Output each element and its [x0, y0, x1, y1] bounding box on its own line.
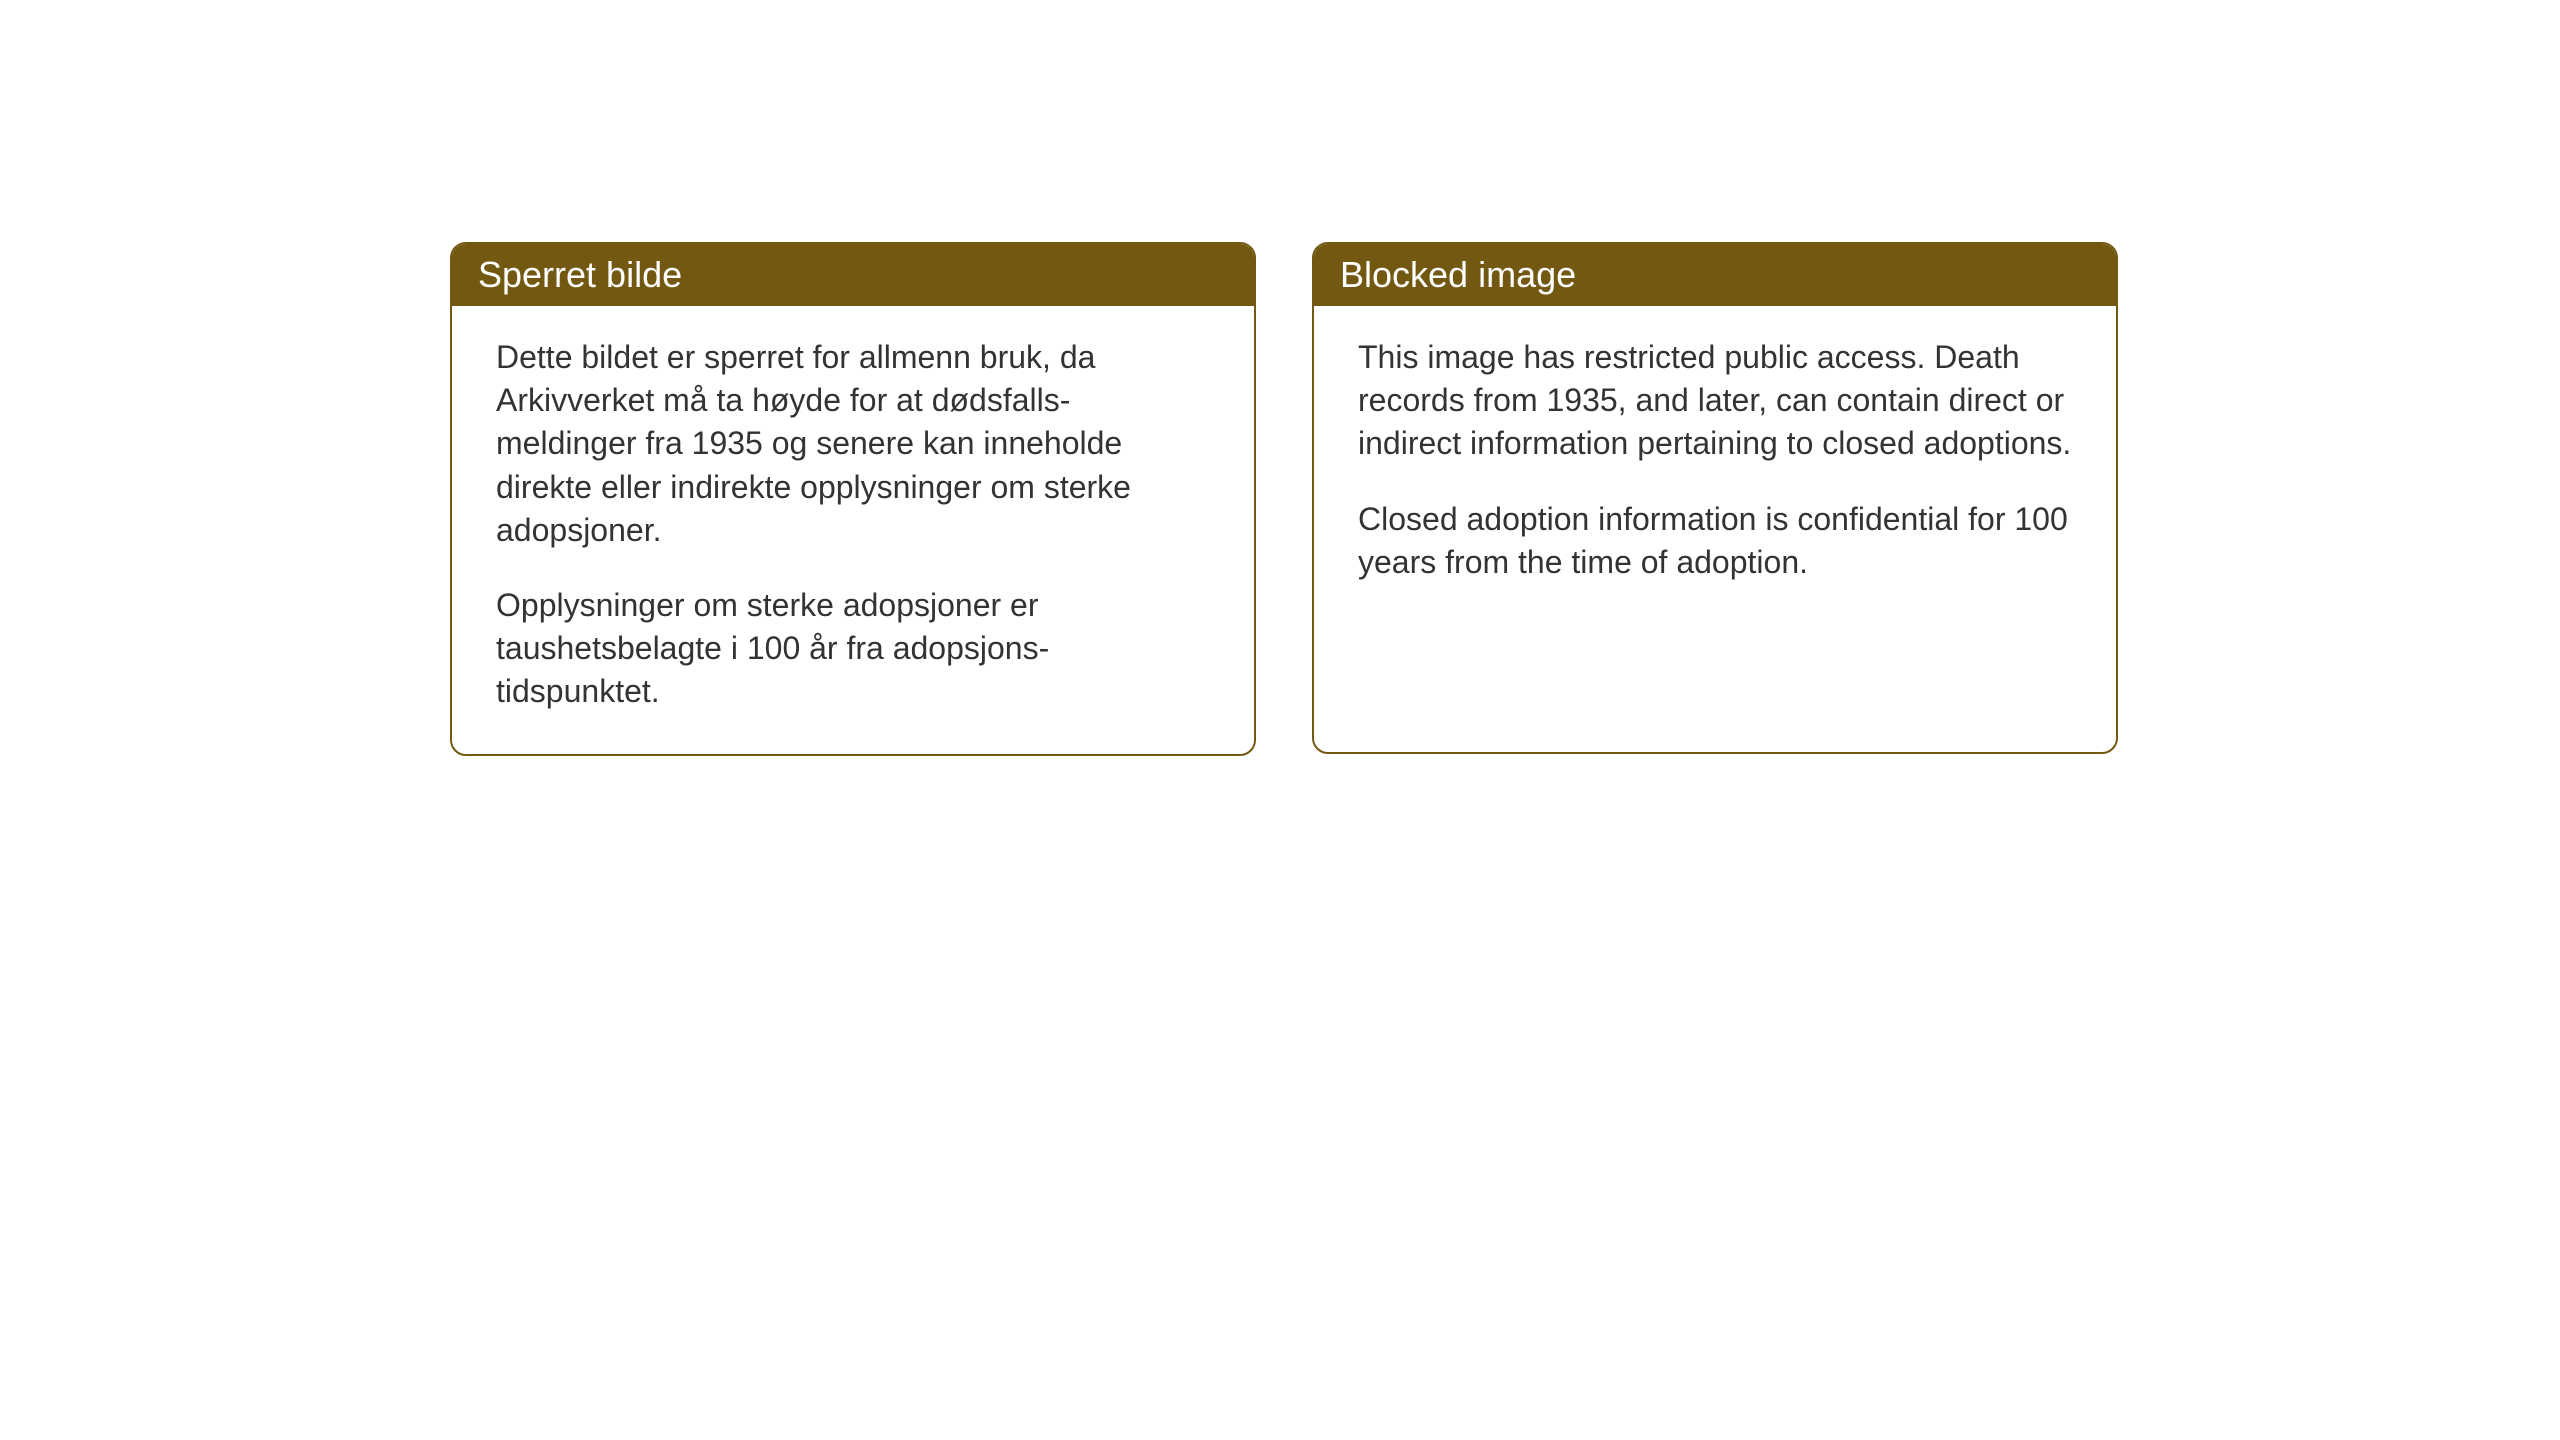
card-paragraph-2-english: Closed adoption information is confident… [1358, 498, 2072, 584]
card-paragraph-1-norwegian: Dette bildet er sperret for allmenn bruk… [496, 336, 1210, 552]
card-body-norwegian: Dette bildet er sperret for allmenn bruk… [452, 306, 1254, 754]
card-paragraph-1-english: This image has restricted public access.… [1358, 336, 2072, 466]
card-norwegian: Sperret bilde Dette bildet er sperret fo… [450, 242, 1256, 756]
card-header-english: Blocked image [1314, 244, 2116, 306]
card-header-norwegian: Sperret bilde [452, 244, 1254, 306]
card-english: Blocked image This image has restricted … [1312, 242, 2118, 754]
cards-container: Sperret bilde Dette bildet er sperret fo… [450, 242, 2560, 756]
card-paragraph-2-norwegian: Opplysninger om sterke adopsjoner er tau… [496, 584, 1210, 714]
card-body-english: This image has restricted public access.… [1314, 306, 2116, 624]
